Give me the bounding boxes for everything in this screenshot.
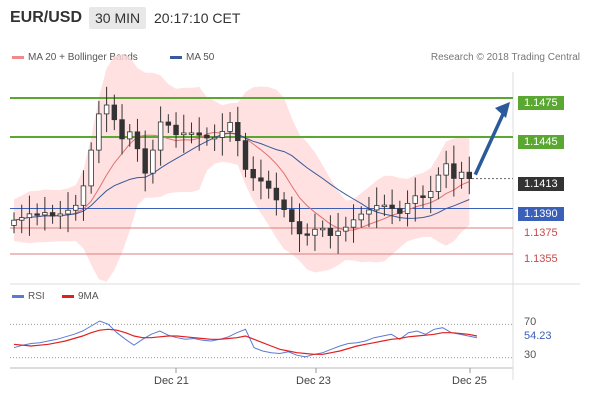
legend-ma50: MA 50 xyxy=(170,52,214,63)
candle xyxy=(258,177,264,182)
candle xyxy=(443,163,449,176)
rsi-70-label: 70 xyxy=(524,316,537,328)
candle xyxy=(273,187,280,201)
candle xyxy=(211,137,218,140)
candle xyxy=(373,205,380,211)
candle xyxy=(358,213,364,221)
candle xyxy=(111,104,118,121)
level-tag-1445: 1.1445 xyxy=(518,135,564,149)
bollinger-band xyxy=(14,54,470,282)
chart-header: EUR/USD 30 MIN 20:17:10 CET xyxy=(0,0,590,36)
candle xyxy=(227,122,233,132)
candle xyxy=(242,140,249,170)
candle xyxy=(73,204,79,211)
candle xyxy=(219,131,226,138)
ma20-swatch xyxy=(12,55,24,59)
candle xyxy=(88,149,94,187)
candle xyxy=(327,227,334,236)
credit-text: Research © 2018 Trading Central xyxy=(430,52,580,63)
candle xyxy=(134,131,141,150)
legend-rsi-label: RSI xyxy=(28,291,45,302)
candle xyxy=(312,228,318,236)
candle xyxy=(289,209,295,222)
candle xyxy=(304,233,310,236)
level-tag-1375: 1.1375 xyxy=(524,227,558,239)
candle xyxy=(34,213,40,216)
symbol-title: EUR/USD xyxy=(10,9,83,26)
candle xyxy=(381,204,388,207)
candle xyxy=(19,217,25,221)
candle xyxy=(49,212,56,217)
ma50-line xyxy=(13,132,470,221)
forecast-arrow-head xyxy=(495,102,510,118)
candle xyxy=(173,124,179,136)
forecast-arrow xyxy=(473,111,506,176)
rsi-swatch xyxy=(12,294,24,298)
candle xyxy=(204,134,210,139)
x-tick-dec23: Dec 23 xyxy=(296,375,331,387)
candle xyxy=(103,104,110,115)
legend-ma50-label: MA 50 xyxy=(186,52,215,63)
candle xyxy=(165,121,172,126)
legend-rsi: RSI xyxy=(12,291,45,302)
current-price-tag: 1.1413 xyxy=(518,177,564,191)
candle xyxy=(420,195,426,198)
level-tag-1390: 1.1390 xyxy=(518,207,564,221)
legend-ma20: MA 20 + Bollinger Bands xyxy=(12,52,138,63)
candle xyxy=(451,163,457,179)
candle xyxy=(412,195,418,204)
candle xyxy=(96,113,102,151)
candle xyxy=(142,148,148,174)
candle xyxy=(188,132,195,135)
x-tick-dec21: Dec 21 xyxy=(154,375,189,387)
candle xyxy=(335,230,341,236)
timeframe-badge[interactable]: 30 MIN xyxy=(89,7,147,29)
candle xyxy=(319,227,326,231)
candle xyxy=(389,204,395,209)
candle xyxy=(157,121,164,151)
candle xyxy=(11,219,17,226)
candle xyxy=(458,171,465,179)
candle xyxy=(427,191,434,198)
9ma-swatch xyxy=(62,294,74,298)
rsi-line xyxy=(13,320,478,358)
candle xyxy=(150,149,156,174)
x-tick-dec25: Dec 25 xyxy=(452,375,487,387)
rsi-9ma-line xyxy=(13,328,478,355)
candle xyxy=(350,219,357,228)
candle xyxy=(42,212,48,216)
candle xyxy=(26,213,33,219)
candle xyxy=(127,131,133,140)
candle xyxy=(404,202,411,214)
candle xyxy=(80,185,87,206)
candle xyxy=(119,119,125,140)
candle xyxy=(57,213,64,217)
candle xyxy=(65,209,71,215)
legend-9ma-label: 9MA xyxy=(78,291,99,302)
candle xyxy=(435,174,442,192)
candle xyxy=(397,208,403,214)
timestamp: 20:17:10 CET xyxy=(154,10,241,26)
candle xyxy=(466,171,472,180)
candle xyxy=(366,209,372,215)
candle xyxy=(250,168,256,179)
legend-ma20-label: MA 20 + Bollinger Bands xyxy=(28,52,138,63)
candle xyxy=(181,132,187,136)
rsi-current-value: 54.23 xyxy=(524,330,552,342)
candle xyxy=(281,199,287,211)
rsi-30-label: 30 xyxy=(524,349,537,361)
ma50-swatch xyxy=(170,55,182,59)
candle xyxy=(235,122,241,142)
candle xyxy=(265,180,272,189)
legend-9ma: 9MA xyxy=(62,291,99,302)
candle xyxy=(343,226,349,232)
candle xyxy=(196,132,202,136)
level-tag-1355: 1.1355 xyxy=(524,253,558,265)
candle xyxy=(296,221,303,235)
level-tag-1475: 1.1475 xyxy=(518,96,564,110)
